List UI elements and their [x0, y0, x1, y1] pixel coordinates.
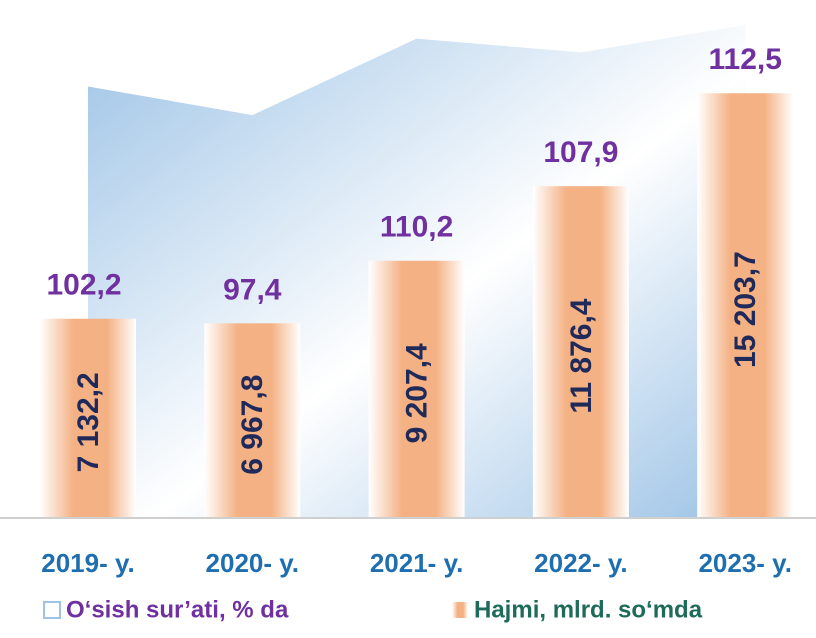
growth-label: 102,2	[46, 269, 121, 302]
bar	[40, 318, 136, 518]
bar-value-label: 6 967,8	[236, 375, 269, 475]
x-tick-label: 2021- y.	[370, 548, 463, 578]
bar	[368, 260, 465, 518]
growth-label: 107,9	[543, 136, 618, 169]
text-layer: 7 132,2 6 967,8 9 207,4 11 876,4 15 203,7 102…	[0, 43, 816, 623]
legend-swatch	[452, 602, 468, 618]
legend-label: O‘sish sur’ati, % da	[66, 596, 289, 623]
x-tick-label: 2022- y.	[534, 548, 627, 578]
bar-value-label: 7 132,2	[72, 372, 105, 472]
growth-label: 110,2	[380, 211, 453, 244]
bar	[204, 323, 301, 518]
growth-label: 112,5	[708, 43, 781, 76]
bar-value-label: 11 876,4	[565, 298, 598, 413]
bar-value-label: 9 207,4	[401, 343, 434, 443]
x-tick-label: 2020- y.	[206, 548, 299, 578]
legend-swatch	[43, 601, 61, 619]
x-tick-label: 2019- y.	[41, 548, 134, 578]
growth-label: 97,4	[223, 273, 282, 306]
bar-value-label: 15 203,7	[729, 251, 762, 368]
bar	[532, 186, 629, 519]
x-tick-label: 2023- y.	[698, 548, 791, 578]
bar	[697, 93, 794, 518]
legend-label: Hajmi, mlrd. so‘mda	[474, 596, 703, 623]
bar-layer	[40, 93, 794, 519]
